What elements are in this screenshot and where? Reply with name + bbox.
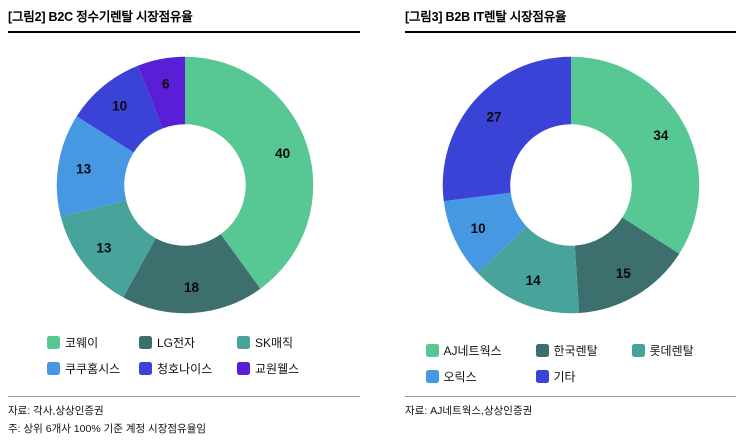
legend-label: 기타	[553, 370, 576, 384]
legend-item-0-2: SK매직	[237, 334, 321, 351]
donut-segment-0-4	[76, 65, 163, 153]
legend-item-1-2: 롯데렌탈	[631, 342, 716, 359]
legend-label: SK매직	[255, 336, 294, 350]
legend-swatch-icon	[47, 362, 60, 375]
chart-title-b2c: [그림2] B2C 정수기렌탈 시장점유율	[8, 6, 360, 33]
slice-value-label: 15	[616, 266, 632, 281]
slice-value-label: 40	[275, 146, 290, 161]
donut-segment-1-4	[442, 56, 571, 202]
donut-segment-1-0	[571, 56, 700, 254]
donut-segment-0-2	[60, 200, 156, 298]
legend-label: 롯데렌탈	[649, 344, 694, 358]
legend-item-0-1: LG전자	[139, 334, 237, 351]
donut-segment-0-5	[137, 56, 185, 129]
legend-label: AJ네트웍스	[443, 344, 502, 358]
donut-segment-0-0	[185, 56, 314, 289]
donut-chart-b2b: 34 15 14 10 27	[436, 50, 706, 320]
slice-value-label: 34	[653, 128, 669, 143]
legend-swatch-icon	[139, 336, 152, 349]
legend-swatch-icon	[47, 336, 60, 349]
donut-svg-b2c: 40 18 13 13 10 6	[56, 56, 314, 314]
donut-segment-1-2	[477, 226, 580, 314]
donut-segment-1-3	[443, 192, 527, 273]
legend-swatch-icon	[425, 370, 439, 383]
legend-label: 교원웰스	[255, 362, 300, 376]
legend-item-0-0: 코웨이	[47, 334, 139, 351]
legend-item-0-4: 청호나이스	[139, 360, 237, 377]
legend-swatch-icon	[631, 344, 645, 357]
legend-swatch-icon	[535, 370, 549, 383]
legend-label: LG전자	[157, 336, 196, 350]
source-text-b2b: 자료: AJ네트웍스,상상인증권	[405, 405, 533, 417]
legend-swatch-icon	[425, 344, 439, 357]
legend-swatch-icon	[237, 362, 250, 375]
legend-item-0-5: 교원웰스	[237, 360, 321, 377]
legend-item-1-4: 기타	[535, 368, 632, 385]
donut-segment-0-3	[56, 116, 134, 217]
slice-value-label: 13	[76, 161, 92, 176]
slice-value-label: 13	[96, 240, 112, 255]
note-text-b2c: 주: 상위 6개사 100% 기준 계정 시장점유율임	[8, 423, 207, 436]
legend-swatch-icon	[237, 336, 250, 349]
donut-segment-0-1	[123, 234, 261, 314]
legend-label: 한국렌탈	[553, 344, 598, 358]
source-text-b2c: 자료: 각사,상상인증권	[8, 405, 104, 417]
legend-label: 청호나이스	[157, 362, 213, 376]
slice-value-label: 6	[162, 77, 170, 92]
slice-value-label: 18	[184, 280, 200, 295]
chart-title-b2b: [그림3] B2B IT렌탈 시장점유율	[405, 6, 736, 33]
slice-value-label: 27	[487, 110, 502, 125]
legend-label: 오릭스	[443, 370, 477, 384]
legend-item-1-0: AJ네트웍스	[425, 342, 536, 359]
slice-value-label: 14	[526, 273, 542, 288]
donut-chart-b2c: 40 18 13 13 10 6	[50, 50, 320, 320]
donut-segment-1-1	[574, 217, 680, 313]
slice-value-label: 10	[112, 98, 127, 113]
source-note-b2c: 자료: 각사,상상인증권 주: 상위 6개사 100% 기준 계정 시장점유율임	[8, 396, 360, 439]
legend-label: 쿠쿠홈시스	[65, 362, 121, 376]
slice-value-label: 10	[471, 221, 486, 236]
donut-svg-b2b: 34 15 14 10 27	[442, 56, 700, 314]
legend-item-1-1: 한국렌탈	[535, 342, 632, 359]
legend-swatch-icon	[535, 344, 549, 357]
legend-swatch-icon	[139, 362, 152, 375]
legend-item-1-3: 오릭스	[425, 368, 536, 385]
source-note-b2b: 자료: AJ네트웍스,상상인증권	[405, 396, 736, 420]
legend-label: 코웨이	[65, 336, 99, 350]
legend-item-0-3: 쿠쿠홈시스	[47, 360, 139, 377]
